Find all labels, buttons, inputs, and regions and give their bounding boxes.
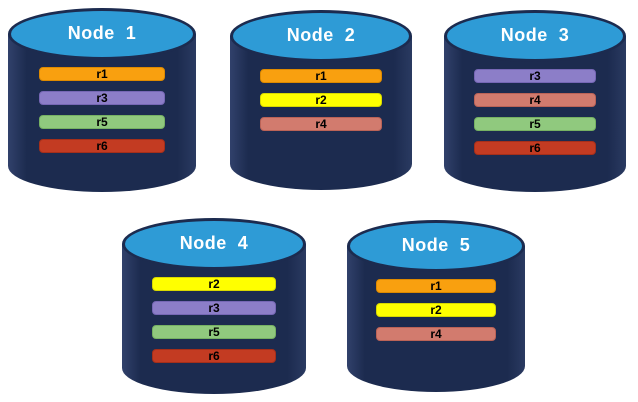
replica-bar-r5: r5 — [474, 117, 596, 131]
replica-list: r1 r2 r4 — [260, 69, 382, 131]
replica-bar-r1: r1 — [39, 67, 165, 81]
replica-bar-r1: r1 — [376, 279, 496, 293]
cylinder-top: Node 1 — [8, 8, 196, 60]
replica-bar-r4: r4 — [260, 117, 382, 131]
cylinder-body — [8, 34, 196, 192]
replica-list: r3 r4 r5 r6 — [474, 69, 596, 155]
replica-list: r1 r2 r4 — [376, 279, 496, 341]
node-label: Node 1 — [67, 22, 137, 43]
cylinder-top: Node 5 — [347, 220, 525, 272]
replica-bar-r3: r3 — [474, 69, 596, 83]
node-label: Node 5 — [401, 234, 471, 255]
replica-bar-r3: r3 — [152, 301, 276, 315]
replica-bar-r1: r1 — [260, 69, 382, 83]
replica-bar-r6: r6 — [39, 139, 165, 153]
replica-list: r2 r3 r5 r6 — [152, 277, 276, 363]
node-cylinder-node-5: Node 5 r1 r2 r4 — [347, 220, 525, 392]
replica-bar-r4: r4 — [474, 93, 596, 107]
node-cylinder-node-3: Node 3 r3 r4 r5 r6 — [444, 10, 626, 192]
replica-bar-r6: r6 — [152, 349, 276, 363]
node-label: Node 4 — [179, 232, 249, 253]
replica-bar-r2: r2 — [376, 303, 496, 317]
cylinder-top: Node 4 — [122, 218, 306, 270]
replica-bar-r4: r4 — [376, 327, 496, 341]
node-label: Node 2 — [286, 24, 356, 45]
cylinder-top: Node 3 — [444, 10, 626, 62]
replica-bar-r5: r5 — [152, 325, 276, 339]
cylinder-body — [444, 36, 626, 192]
replica-list: r1 r3 r5 r6 — [39, 67, 165, 153]
node-cylinder-node-4: Node 4 r2 r3 r5 r6 — [122, 218, 306, 394]
replica-bar-r2: r2 — [260, 93, 382, 107]
node-label: Node 3 — [500, 24, 570, 45]
cylinder-top: Node 2 — [230, 10, 412, 62]
node-cylinder-node-2: Node 2 r1 r2 r4 — [230, 10, 412, 190]
node-cylinder-node-1: Node 1 r1 r3 r5 r6 — [8, 8, 196, 192]
replica-bar-r5: r5 — [39, 115, 165, 129]
replica-bar-r6: r6 — [474, 141, 596, 155]
replica-bar-r3: r3 — [39, 91, 165, 105]
replica-bar-r2: r2 — [152, 277, 276, 291]
